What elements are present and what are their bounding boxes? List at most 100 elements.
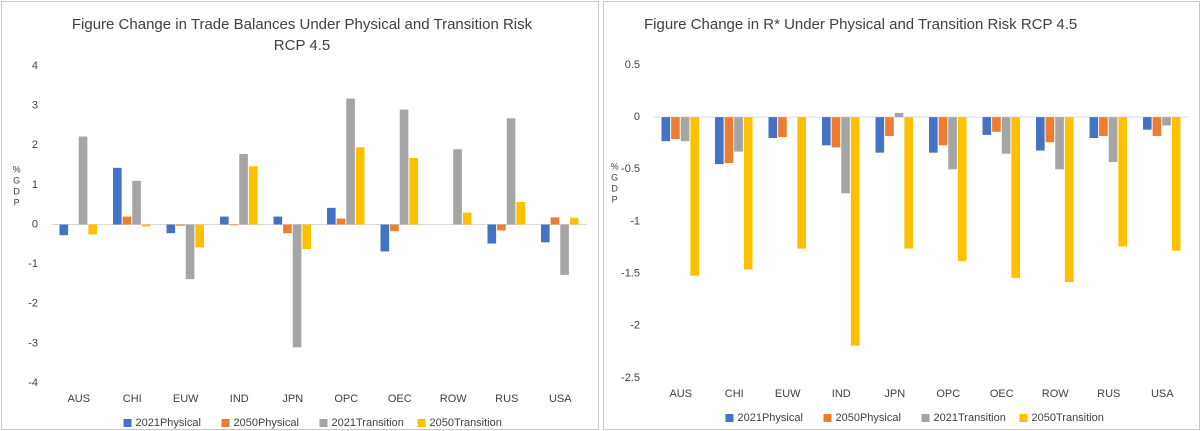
x-tick-label: EUW: [173, 393, 199, 405]
bar: [462, 212, 472, 225]
bar: [1162, 117, 1171, 126]
bar: [734, 117, 743, 152]
bar: [326, 207, 336, 225]
legend-label: 2021Transition: [934, 412, 1006, 424]
x-tick-label: OEC: [990, 388, 1014, 400]
bar: [176, 224, 185, 226]
legend-label: 2021Physical: [136, 417, 201, 429]
bar: [831, 117, 841, 148]
bar: [743, 117, 753, 270]
legend-swatch: [725, 414, 734, 422]
bar: [938, 117, 948, 146]
bar: [112, 167, 122, 225]
bar: [992, 117, 1001, 132]
bar: [1064, 117, 1074, 283]
bar: [409, 157, 419, 225]
x-tick-label: USA: [549, 393, 572, 405]
bar: [550, 217, 560, 225]
bar: [680, 117, 690, 142]
bar: [768, 117, 778, 139]
x-tick-label: ROW: [1042, 388, 1070, 400]
y-axis-label: %GDP: [610, 162, 620, 206]
bar: [982, 117, 992, 135]
bar: [302, 224, 312, 250]
y-tick-label: 0: [32, 218, 38, 230]
bar: [273, 216, 283, 225]
x-tick-label: EUW: [775, 388, 801, 400]
bar: [132, 180, 141, 225]
bar: [59, 224, 69, 236]
x-tick-label: RUS: [495, 393, 518, 405]
bar: [821, 117, 831, 146]
bar: [229, 224, 239, 226]
bar: [661, 117, 671, 142]
legend-label: 2021Physical: [738, 412, 803, 424]
y-tick-label: -3: [28, 337, 38, 349]
bar: [1142, 117, 1152, 130]
y-tick-label: 0.5: [625, 59, 640, 71]
chart-title: Figure Change in Trade Balances Under Ph…: [71, 16, 533, 54]
bar: [453, 149, 462, 225]
x-tick-label: CHI: [123, 393, 142, 405]
x-tick-label: OPC: [936, 388, 960, 400]
bar: [1108, 117, 1118, 163]
bar: [1118, 117, 1128, 247]
bar: [141, 224, 151, 227]
bar: [239, 153, 248, 225]
bar: [841, 117, 850, 194]
bar: [166, 224, 176, 234]
bar: [1045, 117, 1055, 143]
bar: [1035, 117, 1045, 151]
legend-label: 2050Physical: [836, 412, 901, 424]
y-tick-label: -1: [630, 215, 640, 227]
bar: [1011, 117, 1021, 278]
y-tick-label: 4: [32, 60, 38, 72]
chart-panel: Figure Change in R* Under Physical and T…: [603, 1, 1200, 430]
x-tick-label: CHI: [725, 388, 744, 400]
x-tick-label: OEC: [388, 393, 412, 405]
bar: [88, 224, 98, 235]
bar: [560, 224, 569, 275]
y-tick-label: 1: [32, 179, 38, 191]
bar: [185, 224, 195, 280]
x-tick-label: OPC: [334, 393, 358, 405]
bar: [714, 117, 724, 165]
legend-swatch: [1019, 414, 1028, 422]
legend-label: 2050Physical: [234, 417, 299, 429]
legend-swatch: [921, 414, 930, 422]
bar: [380, 224, 390, 252]
x-tick-label: JPN: [282, 393, 303, 405]
bar: [1089, 117, 1099, 139]
bar: [904, 117, 914, 249]
bar: [671, 117, 680, 140]
bar: [516, 201, 526, 225]
y-tick-label: 2: [32, 139, 38, 151]
y-tick-label: -0.5: [621, 163, 640, 175]
y-tick-label: -2: [28, 298, 38, 310]
bar: [390, 224, 399, 232]
bar: [1152, 117, 1162, 136]
bar: [850, 117, 860, 346]
bar: [195, 224, 205, 248]
chart-panel: Figure Change in Trade Balances Under Ph…: [1, 1, 599, 430]
bar: [1171, 117, 1181, 251]
x-tick-label: AUS: [669, 388, 692, 400]
bar: [875, 117, 885, 153]
x-tick-label: JPN: [884, 388, 905, 400]
y-tick-label: -1: [28, 258, 38, 270]
y-tick-label: 3: [32, 100, 38, 112]
bar: [506, 118, 516, 225]
bar: [894, 112, 904, 118]
bar: [540, 224, 550, 243]
bar: [778, 117, 787, 137]
legend-label: 2021Transition: [332, 417, 404, 429]
bar: [948, 117, 957, 170]
x-tick-label: IND: [230, 393, 249, 405]
bar: [399, 109, 409, 225]
bar: [497, 224, 506, 231]
legend-swatch: [123, 419, 132, 427]
bar: [219, 216, 229, 225]
legend-swatch: [221, 419, 230, 427]
y-tick-label: -2.5: [621, 372, 640, 384]
